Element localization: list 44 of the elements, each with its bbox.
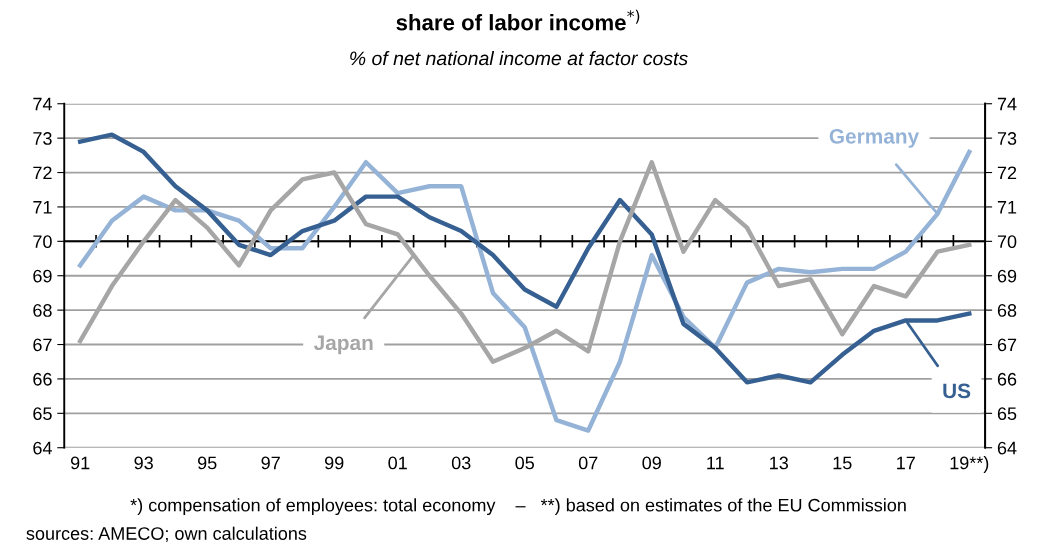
x-tick-label: 19**) bbox=[950, 456, 989, 473]
y-tick-label: 65 bbox=[33, 407, 52, 421]
y-tick-label: 68 bbox=[33, 304, 52, 317]
x-tick-label: 93 bbox=[134, 456, 153, 470]
x-tick-label: 11 bbox=[707, 456, 724, 470]
y-tick-label: 72 bbox=[33, 166, 52, 180]
y2-tick-label: 64 bbox=[997, 441, 1017, 455]
text: US bbox=[943, 383, 971, 399]
y-tick-label: 66 bbox=[33, 372, 52, 386]
x-tick-label: 17 bbox=[897, 456, 915, 470]
y2-tick-label: 65 bbox=[997, 407, 1017, 421]
x-tick-label: 09 bbox=[642, 456, 661, 470]
chart-subtitle: % of net national income at factor costs bbox=[350, 51, 688, 66]
y2-tick-label: 70 bbox=[997, 235, 1017, 249]
y-tick-label: 71 bbox=[33, 201, 52, 214]
y-tick-label: 64 bbox=[33, 441, 52, 455]
y-tick-label: 74 bbox=[33, 97, 52, 111]
text: *) compensation of employees: total economy – **) based on estimates of the EU Commission bbox=[130, 498, 906, 516]
x-tick-label: 07 bbox=[578, 456, 598, 470]
y2-tick-label: 72 bbox=[997, 166, 1017, 180]
x-tick-label: 95 bbox=[197, 456, 217, 470]
x-tick-label: 97 bbox=[261, 456, 280, 470]
x-tick-label: 99 bbox=[325, 456, 344, 470]
source-note: sources: AMECO; own calculations bbox=[26, 526, 307, 543]
x-tick-label: 91 bbox=[70, 456, 90, 470]
x-tick-label: 13 bbox=[770, 456, 788, 470]
y2-tick-label: 66 bbox=[997, 372, 1017, 386]
y2-tick-label: 68 bbox=[997, 304, 1017, 317]
y2-tick-label: 67 bbox=[997, 338, 1017, 352]
chart-title: share of labor income$^{*)}$ bbox=[396, 9, 640, 31]
x-tick-label: 03 bbox=[451, 456, 471, 470]
y-tick-label: 67 bbox=[33, 338, 52, 352]
y-tick-label: 73 bbox=[33, 132, 52, 145]
x-tick-label: 05 bbox=[515, 456, 535, 470]
x-tick-label: 15 bbox=[833, 456, 852, 470]
y2-tick-label: 69 bbox=[997, 269, 1017, 283]
y-tick-label: 69 bbox=[33, 269, 52, 283]
y2-tick-label: 74 bbox=[997, 97, 1017, 111]
x-tick-label: 01 bbox=[388, 456, 407, 470]
y-tick-label: 70 bbox=[33, 235, 52, 249]
text: Germany bbox=[829, 128, 920, 148]
text: Japan bbox=[313, 335, 373, 355]
y2-tick-label: 73 bbox=[997, 132, 1017, 145]
y2-tick-label: 71 bbox=[997, 201, 1017, 214]
